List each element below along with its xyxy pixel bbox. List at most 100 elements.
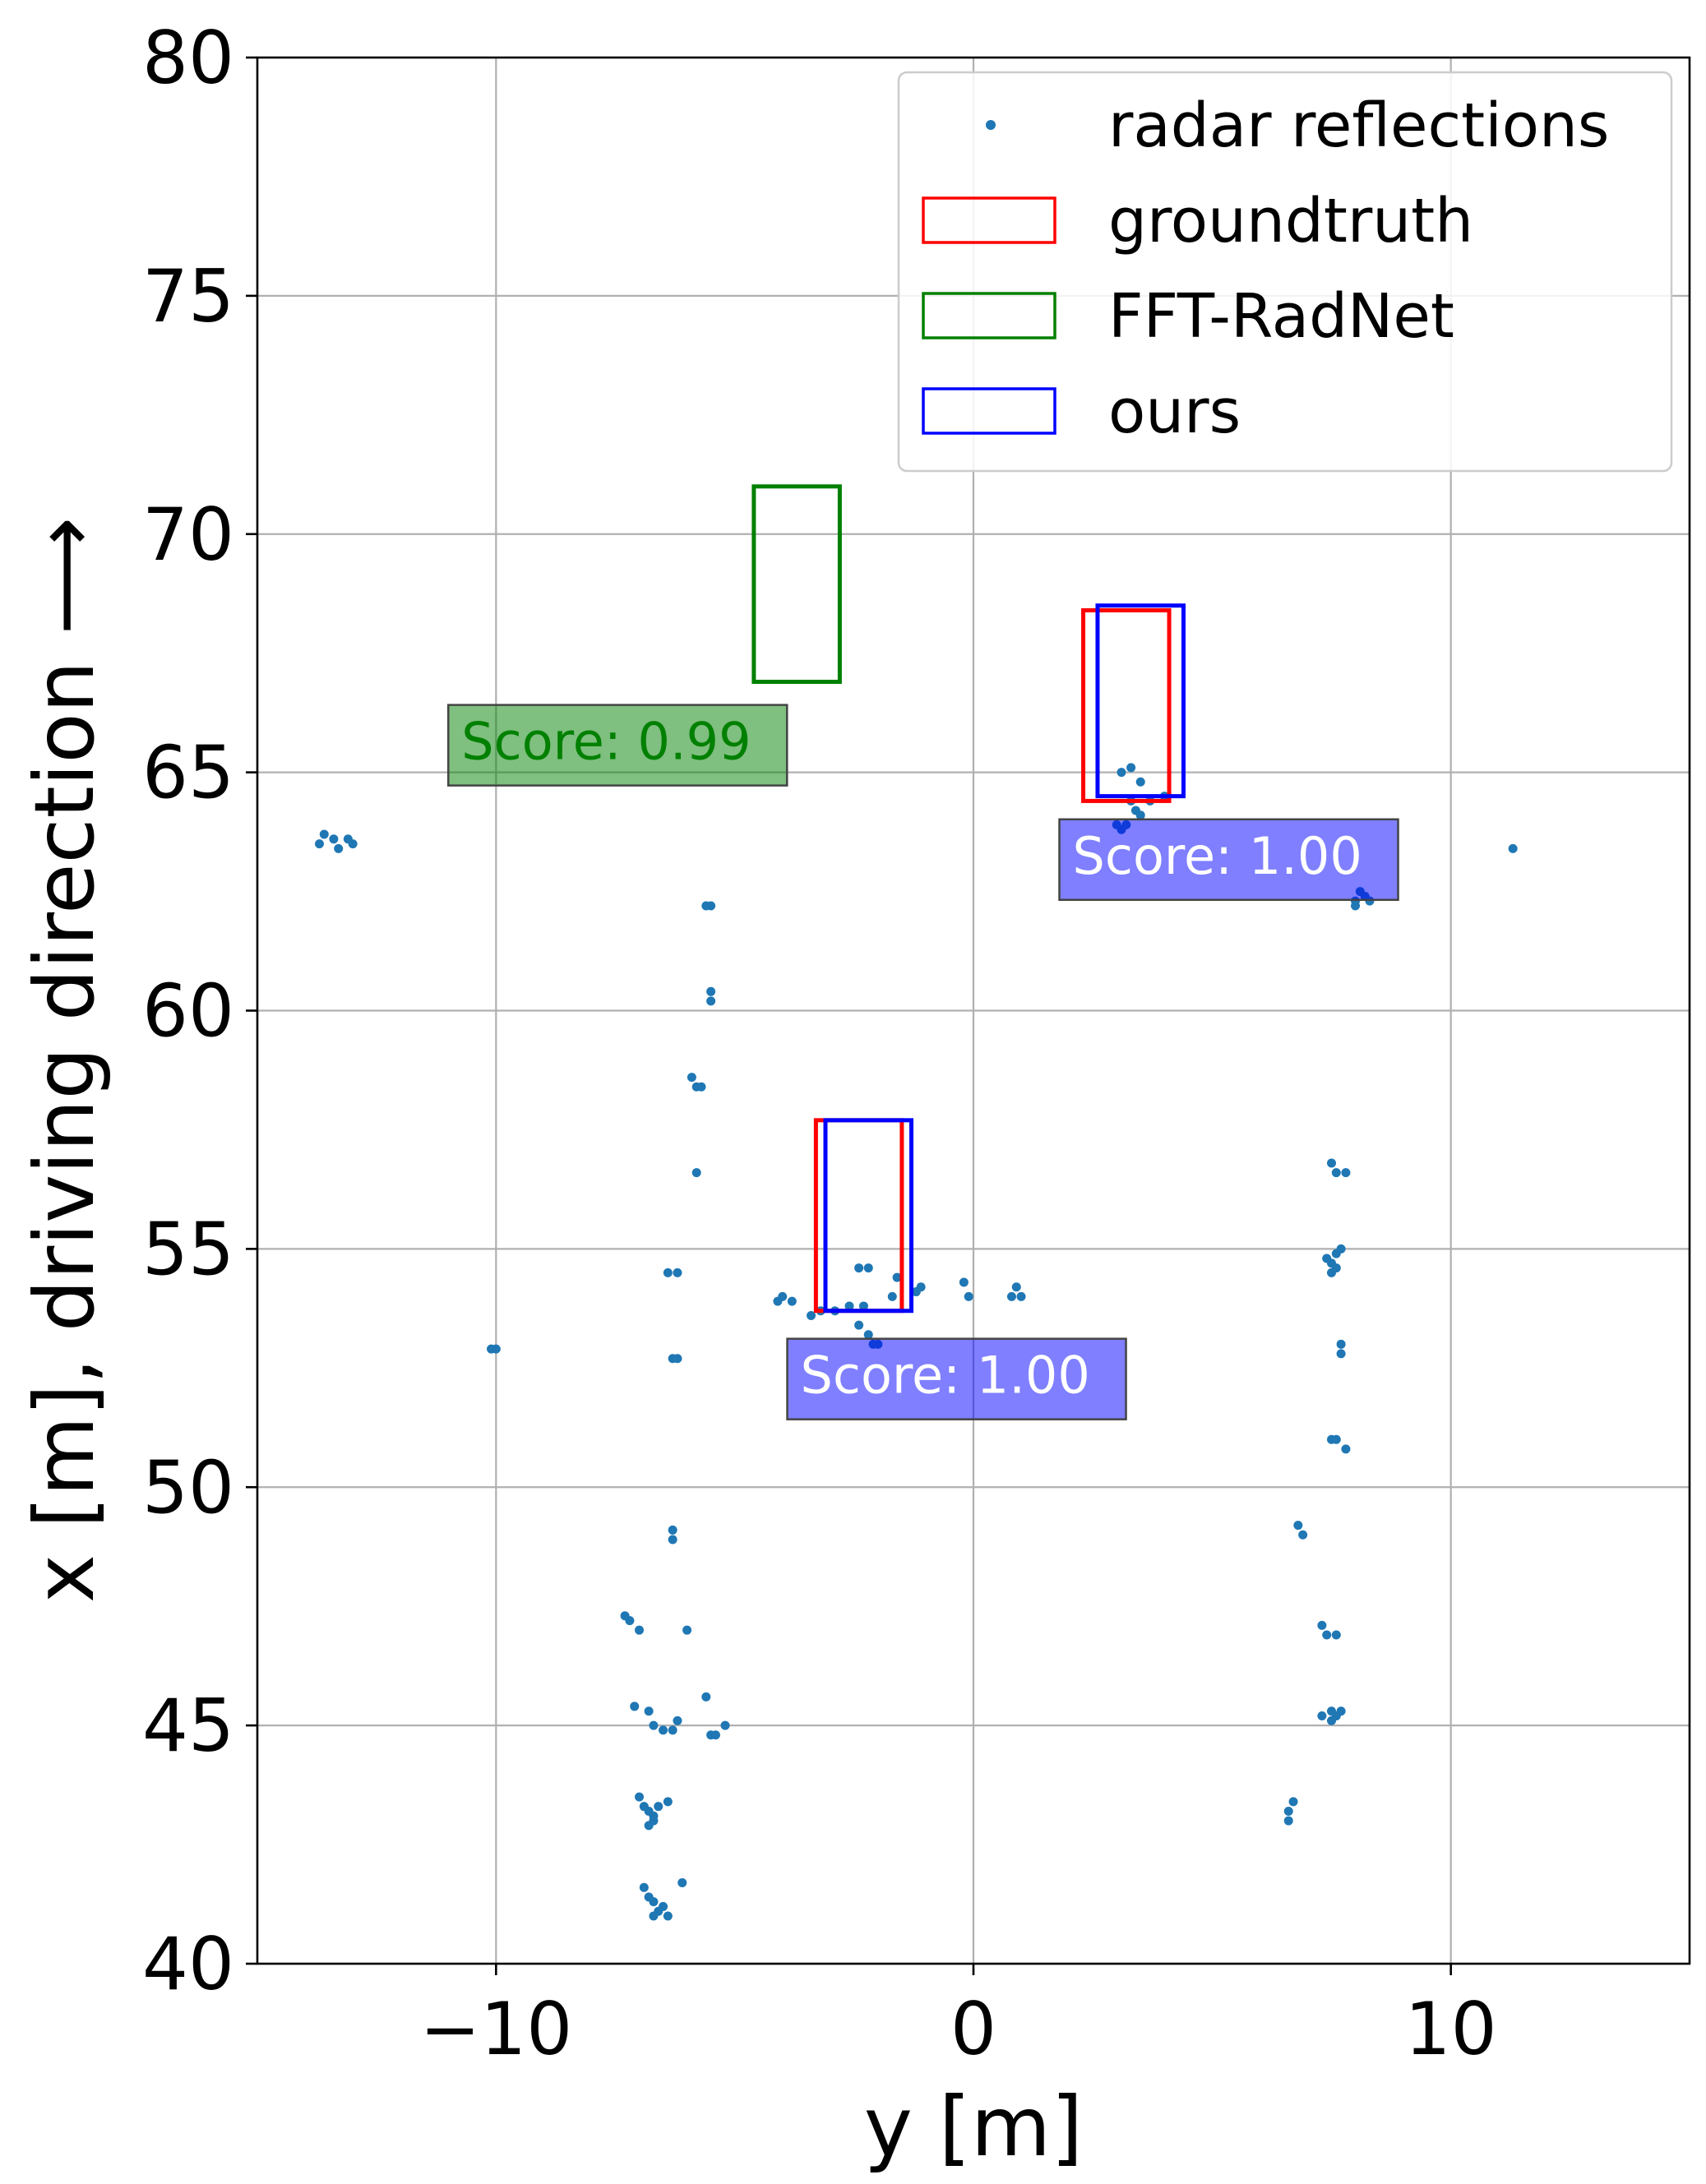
radar-reflection-point bbox=[329, 834, 339, 844]
fft-radnet-box bbox=[751, 484, 842, 684]
radar-reflection-point bbox=[858, 1301, 868, 1311]
radar-reflection-point bbox=[1336, 1706, 1346, 1716]
radar-reflection-point bbox=[668, 1535, 677, 1544]
radar-reflection-point bbox=[649, 1897, 659, 1907]
radar-reflection-point bbox=[1016, 1291, 1026, 1301]
radar-reflection-point bbox=[319, 829, 329, 839]
radar-reflection-point bbox=[334, 843, 344, 853]
legend-item: radar reflections bbox=[986, 90, 1610, 161]
legend-box-marker bbox=[922, 387, 1056, 435]
score-label-text: Score: 1.00 bbox=[801, 1346, 1090, 1406]
radar-reflection-point bbox=[668, 1725, 677, 1735]
radar-reflection-point bbox=[1327, 1158, 1336, 1168]
radar-reflection-point bbox=[1331, 1249, 1341, 1258]
radar-reflection-point bbox=[1341, 1168, 1351, 1178]
x-tick-label: 10 bbox=[1405, 1987, 1497, 2071]
legend-label: radar reflections bbox=[1108, 90, 1610, 161]
radar-reflection-point bbox=[1508, 843, 1518, 853]
radar-reflection-point bbox=[916, 1282, 926, 1292]
radar-reflection-point bbox=[863, 1263, 873, 1273]
radar-reflection-point bbox=[1336, 1349, 1346, 1359]
score-label-text: Score: 0.99 bbox=[461, 712, 751, 772]
radar-reflection-point bbox=[635, 1625, 645, 1635]
axis-ticks: −10 0 10 40 45 50 55 60 65 70 75 80 bbox=[142, 16, 1497, 2071]
radar-reflection-point bbox=[687, 1073, 696, 1083]
score-label-box bbox=[1058, 818, 1399, 902]
groundtruth-box bbox=[1081, 608, 1172, 803]
radar-reflection-point bbox=[663, 1267, 673, 1277]
x-tick-label: 0 bbox=[950, 1987, 996, 2071]
radar-reflection-point bbox=[644, 1706, 654, 1716]
radar-reflection-point bbox=[787, 1296, 797, 1306]
legend-item: FFT-RadNet bbox=[922, 281, 1454, 352]
radar-reflection-point bbox=[1331, 1630, 1341, 1640]
radar-reflection-point bbox=[1336, 1339, 1346, 1349]
y-tick-label: 45 bbox=[142, 1683, 234, 1768]
radar-reflection-point bbox=[649, 1816, 659, 1826]
radar-reflection-point bbox=[673, 1267, 682, 1277]
legend-frame bbox=[897, 71, 1673, 473]
radar-reflection-point bbox=[677, 1877, 687, 1887]
legend: radar reflections groundtruth FFT-RadNet ou… bbox=[897, 71, 1673, 473]
radar-reflection-point bbox=[663, 1797, 673, 1807]
y-tick-label: 60 bbox=[142, 969, 234, 1054]
radar-reflection-point bbox=[654, 1802, 663, 1812]
radar-reflection-point bbox=[778, 1291, 788, 1301]
y-tick-label: 55 bbox=[142, 1207, 234, 1291]
radar-reflection-point bbox=[1341, 1444, 1351, 1454]
radar-reflection-point bbox=[892, 1272, 902, 1282]
legend-label: FFT-RadNet bbox=[1108, 281, 1454, 352]
radar-reflection-point bbox=[659, 1901, 668, 1911]
radar-reflection-point bbox=[1331, 1168, 1341, 1178]
radar-reflection-point bbox=[1351, 901, 1361, 911]
radar-reflection-point bbox=[807, 1311, 816, 1321]
y-tick-label: 40 bbox=[142, 1922, 234, 2006]
y-tick-label: 75 bbox=[142, 254, 234, 339]
radar-reflection-point bbox=[691, 1168, 701, 1178]
radar-reflection-point bbox=[1283, 1806, 1293, 1816]
radar-reflection-point bbox=[314, 839, 324, 849]
score-labels: Score: 0.99 Score: 1.00 Score: 1.00 bbox=[447, 704, 1399, 1420]
radar-reflection-point bbox=[1293, 1521, 1303, 1531]
radar-reflection-point bbox=[959, 1277, 969, 1287]
score-label: Score: 1.00 bbox=[786, 1337, 1127, 1420]
x-tick-label: −10 bbox=[419, 1987, 572, 2071]
y-axis-title: x [m], driving direction ⟶ bbox=[16, 517, 113, 1603]
radar-reflection-point bbox=[663, 1911, 673, 1921]
radar-reflection-point bbox=[964, 1291, 973, 1301]
radar-reflection-points bbox=[314, 763, 1518, 1921]
radar-reflection-point bbox=[630, 1701, 640, 1711]
radar-reflection-point bbox=[1317, 1620, 1327, 1630]
y-tick-label: 65 bbox=[142, 731, 234, 815]
legend-point-marker bbox=[986, 120, 996, 130]
ours-box bbox=[1095, 603, 1186, 799]
radar-reflection-point bbox=[649, 1911, 659, 1921]
radar-reflection-point bbox=[710, 1730, 720, 1740]
legend-label: groundtruth bbox=[1108, 186, 1473, 256]
radar-reflection-point bbox=[1283, 1816, 1293, 1826]
radar-reflection-point bbox=[682, 1625, 692, 1635]
radar-reflection-point bbox=[844, 1301, 854, 1311]
radar-reflection-point bbox=[1135, 777, 1145, 787]
score-label-text: Score: 1.00 bbox=[1073, 826, 1362, 886]
radar-reflection-point bbox=[625, 1616, 635, 1626]
y-tick-label: 50 bbox=[142, 1445, 234, 1530]
radar-reflection-point bbox=[635, 1792, 645, 1802]
radar-reflection-point bbox=[1288, 1797, 1298, 1807]
radar-reflection-point bbox=[649, 1720, 659, 1730]
radar-reflection-point bbox=[673, 1715, 682, 1725]
y-tick-label: 80 bbox=[142, 16, 234, 100]
radar-reflection-point bbox=[696, 1082, 706, 1092]
x-axis-title: y [m] bbox=[864, 2079, 1083, 2175]
radar-reflection-point bbox=[720, 1720, 730, 1730]
radar-reflection-point bbox=[1322, 1630, 1332, 1640]
radar-reflection-point bbox=[706, 996, 716, 1006]
radar-reflection-point bbox=[1317, 1711, 1327, 1721]
legend-box-marker bbox=[922, 196, 1056, 244]
radar-reflection-point bbox=[1331, 1434, 1341, 1444]
score-label-box bbox=[447, 704, 788, 787]
radar-reflection-point bbox=[1298, 1530, 1308, 1540]
score-label-box bbox=[786, 1337, 1127, 1420]
radar-reflection-point bbox=[887, 1291, 897, 1301]
legend-box-marker bbox=[922, 292, 1056, 339]
